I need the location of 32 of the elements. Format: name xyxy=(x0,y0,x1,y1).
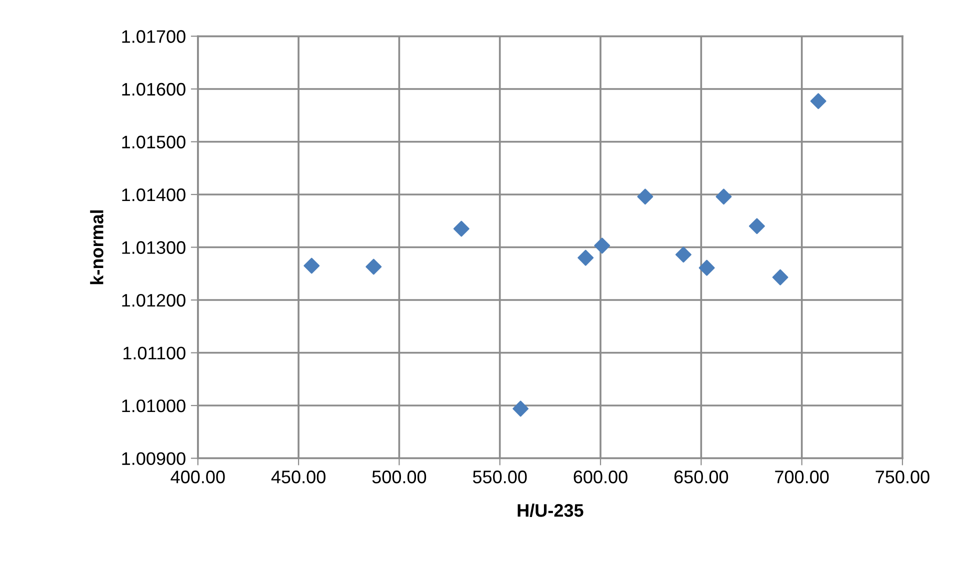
y-tick-label: 1.01400 xyxy=(122,188,186,202)
y-tick-label: 1.01200 xyxy=(122,294,186,307)
y-tick-label: 1.00900 xyxy=(122,452,186,465)
x-tick-label: 450.00 xyxy=(271,470,326,484)
point xyxy=(716,188,732,205)
y-tick-label: 1.01600 xyxy=(122,82,186,96)
y-tick-label: 1.01700 xyxy=(122,30,186,43)
x-tick-label: 500.00 xyxy=(372,470,426,484)
y-tick-label: 1.01000 xyxy=(122,399,186,412)
point xyxy=(578,250,594,266)
x-axis-title: H/U-235 xyxy=(518,504,584,518)
point xyxy=(594,238,610,254)
x-tick-label: 600.00 xyxy=(574,470,628,484)
point xyxy=(748,218,765,234)
x-tick-label: 650.00 xyxy=(674,470,728,484)
point xyxy=(637,188,654,205)
point xyxy=(366,258,382,275)
y-tick-label: 1.01500 xyxy=(122,136,186,148)
x-tick-label: 750.00 xyxy=(876,470,930,484)
point xyxy=(698,260,715,276)
point xyxy=(810,93,826,110)
x-tick-label: 550.00 xyxy=(472,470,527,484)
y-tick-label: 1.01300 xyxy=(122,241,186,254)
y-axis-title: k-normal xyxy=(90,210,104,284)
x-tick-label: 700.00 xyxy=(775,470,829,484)
point xyxy=(675,246,692,263)
point xyxy=(453,220,470,237)
x-tick-label: 400.00 xyxy=(170,470,225,484)
point xyxy=(772,269,788,286)
point xyxy=(512,400,529,417)
y-tick-label: 1.01100 xyxy=(124,346,186,360)
point xyxy=(304,258,320,274)
